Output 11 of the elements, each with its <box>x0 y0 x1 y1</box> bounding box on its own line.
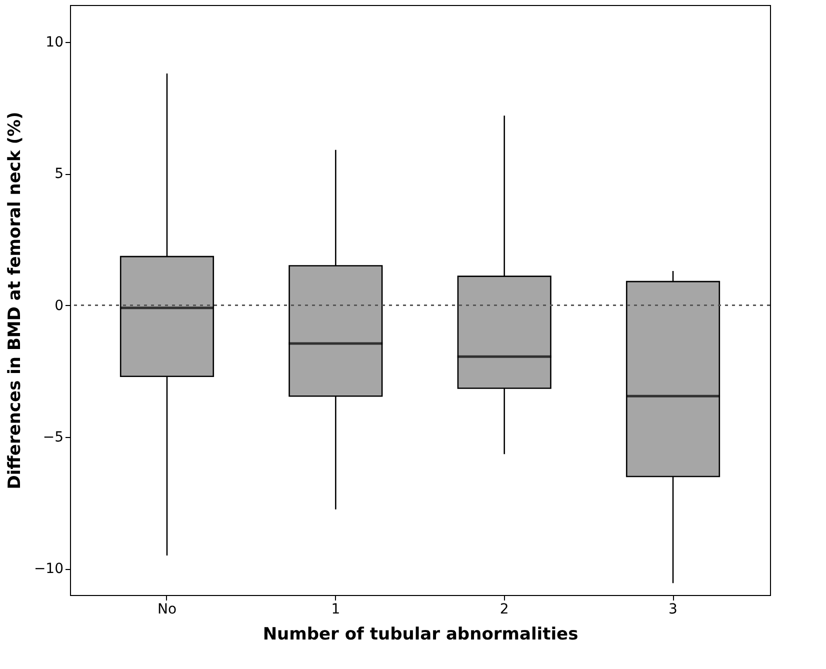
x-tick-label: 1 <box>331 602 340 618</box>
y-tick-label: −5 <box>42 429 64 446</box>
x-tick-label: 2 <box>500 602 509 618</box>
x-tick-label: 3 <box>668 602 678 618</box>
y-tick-label: 10 <box>46 34 64 50</box>
x-axis-title: Number of tubular abnormalities <box>262 624 578 644</box>
y-tick-label: −10 <box>34 561 64 578</box>
x-tick-label: No <box>157 602 177 618</box>
y-tick-label: 5 <box>54 166 64 182</box>
y-tick-label: 0 <box>54 298 64 314</box>
y-axis-title: Differences in BMD at femoral neck (%) <box>4 112 25 490</box>
